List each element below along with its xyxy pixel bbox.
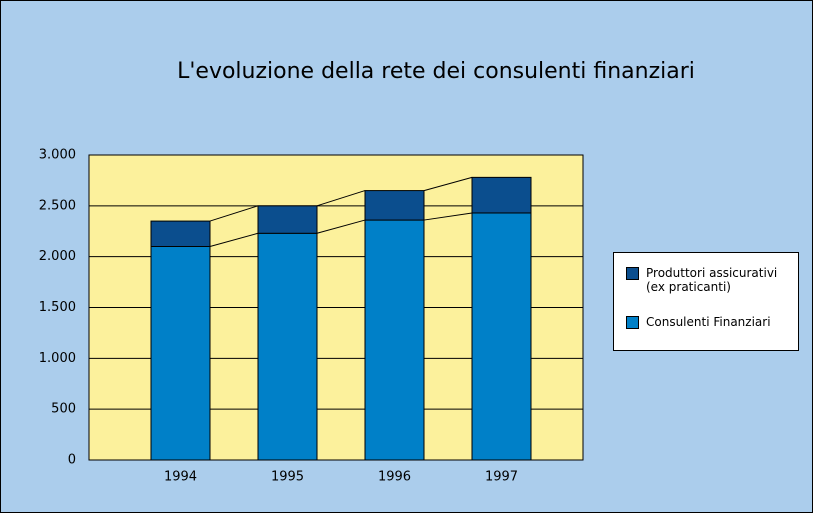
- legend-swatch: [626, 267, 639, 280]
- y-tick-label: 1.500: [39, 300, 76, 315]
- x-tick-label: 1996: [378, 470, 411, 485]
- bar-segment: [364, 190, 425, 221]
- x-tick-label: 1994: [164, 470, 197, 485]
- connector-line: [209, 205, 259, 222]
- chart-title: L'evoluzione della rete dei consulenti f…: [177, 59, 695, 84]
- bar-segment: [257, 205, 318, 234]
- bar-segment: [150, 246, 211, 461]
- y-tick-label: 0: [68, 453, 76, 468]
- connector-line: [209, 232, 259, 247]
- connector-line: [423, 176, 473, 192]
- x-tick-label: 1997: [485, 470, 518, 485]
- legend-swatch: [626, 316, 639, 329]
- legend-item: Consulenti Finanziari: [626, 315, 786, 329]
- bar-segment: [364, 219, 425, 461]
- legend: Produttori assicurativi (ex praticanti) C…: [613, 252, 799, 351]
- x-tick-label: 1995: [271, 470, 304, 485]
- bar-segment: [471, 212, 532, 461]
- bar-segment: [150, 220, 211, 247]
- y-tick-label: 3.000: [39, 148, 76, 163]
- legend-label: Produttori assicurativi (ex praticanti): [646, 266, 778, 294]
- y-tick-label: 2.000: [39, 249, 76, 264]
- bar-segment: [471, 176, 532, 214]
- bar-segment: [257, 232, 318, 461]
- y-tick-label: 500: [51, 402, 76, 417]
- connector-line: [423, 212, 473, 221]
- y-tick-label: 1.000: [39, 351, 76, 366]
- connector-line: [316, 219, 366, 234]
- legend-item: Produttori assicurativi (ex praticanti): [626, 266, 786, 294]
- y-tick-label: 2.500: [39, 198, 76, 213]
- connector-line: [316, 190, 366, 207]
- legend-label: Consulenti Finanziari: [646, 315, 771, 329]
